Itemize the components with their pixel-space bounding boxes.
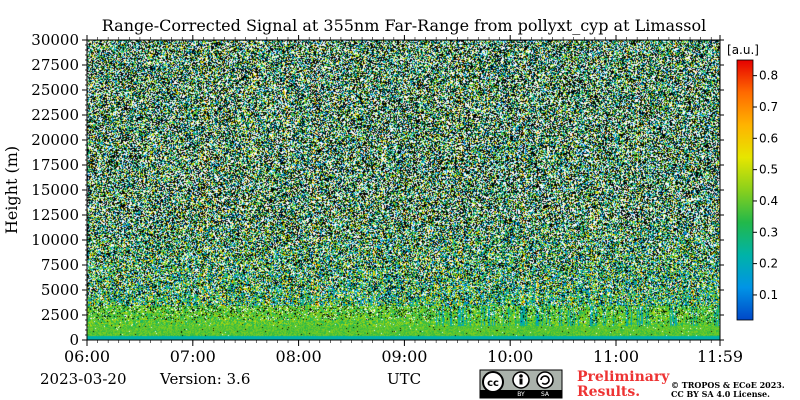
y-tick-label: 10000 <box>31 231 79 249</box>
x-tick-label: 06:00 <box>64 347 110 366</box>
date-label: 2023-03-20 <box>40 370 126 388</box>
copyright-line2: CC BY SA 4.0 License. <box>671 389 770 399</box>
y-axis-label: Height (m) <box>2 146 21 234</box>
chart-title: Range-Corrected Signal at 355nm Far-Rang… <box>102 16 706 35</box>
y-tick-label: 27500 <box>31 56 79 74</box>
y-tick-label: 2500 <box>41 306 79 324</box>
y-tick-label: 15000 <box>31 181 79 199</box>
colorbar-tick-label: 0.6 <box>759 131 778 145</box>
license-by: BY <box>517 391 525 398</box>
x-axis-label: UTC <box>387 370 421 388</box>
colorbar-tick-label: 0.2 <box>759 257 778 271</box>
license-sa: SA <box>541 391 550 398</box>
cc-by-sa-badge: cc BY SA <box>479 369 563 399</box>
colorbar-tick-label: 0.8 <box>759 69 778 83</box>
colorbar-tick-label: 0.7 <box>759 100 778 114</box>
y-tick-label: 30000 <box>31 31 79 49</box>
svg-text:cc: cc <box>487 378 499 389</box>
colorbar-tick-label: 0.1 <box>759 288 778 302</box>
y-tick-label: 7500 <box>41 256 79 274</box>
heatmap-image <box>87 40 720 340</box>
version-label: Version: 3.6 <box>159 370 250 388</box>
x-tick-label: 10:00 <box>487 347 533 366</box>
y-tick-label: 17500 <box>31 156 79 174</box>
x-tick-label: 11:00 <box>593 347 639 366</box>
y-tick-label: 20000 <box>31 131 79 149</box>
preliminary-line2: Results. <box>577 384 640 400</box>
x-tick-label: 11:59 <box>697 347 743 366</box>
y-tick-label: 5000 <box>41 281 79 299</box>
x-axis: 06:00 07:00 08:00 09:00 10:00 11:00 11:59 <box>64 35 743 366</box>
preliminary-line1: Preliminary <box>577 369 670 385</box>
copyright-line1: © TROPOS & ECoE 2023. <box>671 380 785 390</box>
colorbar: [a.u.] 0.1 0.2 0.3 0.4 0.5 0.6 0.7 0.8 <box>727 43 778 321</box>
y-tick-label: 12500 <box>31 206 79 224</box>
y-axis: 0 2500 5000 7500 10000 12500 15000 17500 20000 22… <box>31 31 724 349</box>
colorbar-tick-label: 0.5 <box>759 163 778 177</box>
plot-area <box>86 39 721 341</box>
y-tick-label: 22500 <box>31 106 79 124</box>
y-tick-label: 0 <box>69 331 79 349</box>
y-tick-label: 25000 <box>31 81 79 99</box>
x-tick-label: 07:00 <box>170 347 216 366</box>
colorbar-ticks: 0.1 0.2 0.3 0.4 0.5 0.6 0.7 0.8 <box>753 69 778 302</box>
x-tick-label: 09:00 <box>381 347 427 366</box>
colorbar-tick-label: 0.4 <box>759 194 778 208</box>
x-tick-label: 08:00 <box>276 347 322 366</box>
colorbar-unit: [a.u.] <box>727 43 759 57</box>
colorbar-tick-label: 0.3 <box>759 225 778 239</box>
